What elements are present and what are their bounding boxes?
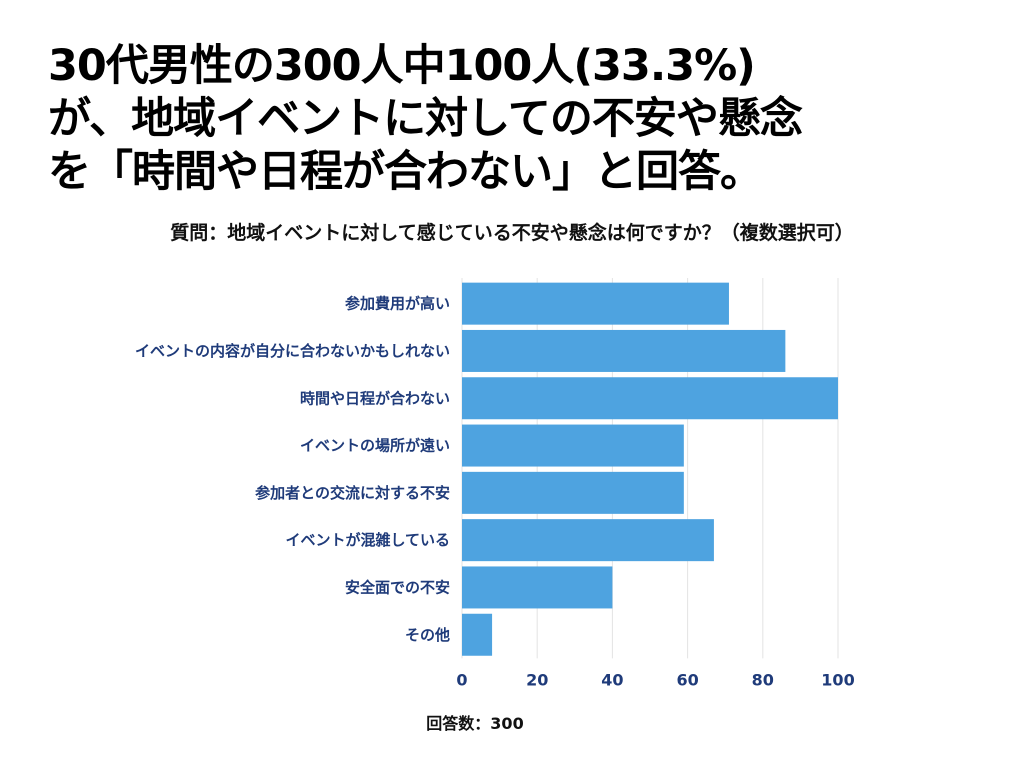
bar-4 <box>462 471 684 514</box>
x-tick-labels: 0 20 40 60 80 100 <box>456 670 854 689</box>
bar-7 <box>462 613 493 656</box>
survey-question: 質問：地域イベントに対して感じている不安や懸念は何ですか？（複数選択可） <box>170 222 854 244</box>
category-label: 安全面での不安 <box>345 578 450 596</box>
bar-0 <box>462 282 729 325</box>
category-label: 時間や日程が合わない <box>300 389 450 407</box>
category-label: イベントが混雑している <box>285 531 450 549</box>
category-label: 参加費用が高い <box>345 295 450 313</box>
category-label: イベントの場所が遠い <box>300 437 450 455</box>
bars <box>462 282 838 656</box>
bar-5 <box>462 519 714 562</box>
category-label: その他 <box>405 626 450 644</box>
category-labels: 参加費用が高いイベントの内容が自分に合わないかもしれない時間や日程が合わないイベ… <box>135 295 450 644</box>
headline-line-2: が、地域イベントに対しての不安や懸念 <box>48 94 803 144</box>
headline-line-1: 30代男性の300人中100人(33.3%) <box>48 41 756 91</box>
x-tick-label: 100 <box>821 670 854 689</box>
x-tick-label: 40 <box>601 670 623 689</box>
category-label: 参加者との交流に対する不安 <box>255 484 450 502</box>
x-tick-label: 80 <box>752 670 774 689</box>
chart-headline: 30代男性の300人中100人(33.3%) が、地域イベントに対しての不安や懸… <box>48 40 1008 199</box>
category-label: イベントの内容が自分に合わないかもしれない <box>135 342 450 360</box>
response-count: 回答数：300 <box>426 714 524 733</box>
x-tick-label: 20 <box>526 670 548 689</box>
bar-2 <box>462 377 838 420</box>
bar-3 <box>462 424 684 467</box>
headline-line-3: を「時間や日程が合わない」と回答。 <box>48 147 763 197</box>
x-tick-label: 60 <box>676 670 698 689</box>
x-tick-label: 0 <box>456 670 467 689</box>
bar-1 <box>462 329 786 372</box>
bar-chart: 参加費用が高いイベントの内容が自分に合わないかもしれない時間や日程が合わないイベ… <box>135 278 855 689</box>
bar-6 <box>462 566 613 609</box>
